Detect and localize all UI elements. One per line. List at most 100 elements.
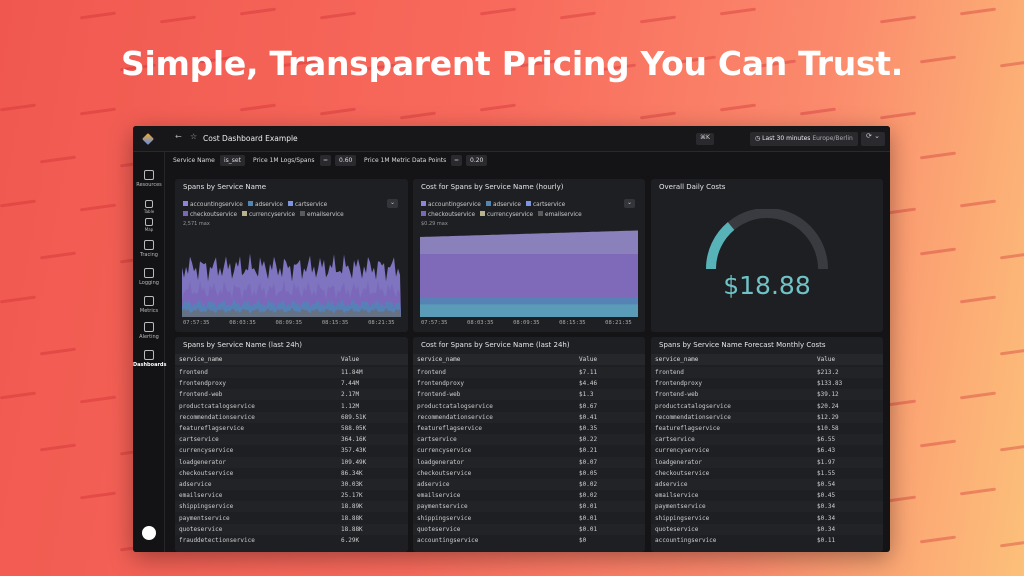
headline: Simple, Transparent Pricing You Can Trus… — [121, 44, 903, 83]
cell-service: cartservice — [655, 436, 695, 444]
cell-service: frontend — [655, 369, 684, 376]
cell-value: $39.12 — [817, 391, 839, 399]
sidebar-icon[interactable] — [144, 268, 154, 278]
command-shortcut[interactable]: ⌘K — [696, 133, 714, 145]
cell-service: frontend — [179, 369, 208, 376]
panel-title: Cost for Spans by Service Name (hourly) — [421, 183, 564, 191]
area-decoration — [420, 304, 638, 317]
dash — [319, 107, 357, 116]
legend-swatch — [242, 211, 247, 216]
legend-item: checkoutservice — [183, 211, 237, 218]
cell-value: $0.22 — [579, 436, 598, 444]
table-panel: Spans by Service Name Forecast Monthly C… — [651, 337, 883, 552]
cell-value: $0.34 — [817, 503, 836, 511]
cell-value: $0.34 — [817, 525, 836, 533]
legend-item: cartservice — [288, 201, 327, 208]
cell-value: $0.01 — [579, 525, 598, 533]
column-header: Value — [579, 356, 598, 363]
table-row: frontend $7.11 — [413, 367, 645, 378]
cell-value: 11.84M — [341, 369, 363, 376]
cell-value: $0.05 — [579, 469, 598, 477]
dash — [39, 443, 77, 452]
legend-item: currencyservice — [480, 211, 533, 218]
sidebar-icon[interactable] — [145, 200, 153, 208]
table-row: productcatalogservice $0.67 — [413, 400, 645, 412]
cell-service: frontend-web — [179, 391, 223, 399]
x-tick-label: 08:09:35 — [275, 320, 303, 326]
filter-value[interactable]: 0.20 — [466, 155, 488, 166]
sidebar-label: Metrics — [139, 308, 159, 314]
table-row: featureflagservice $10.58 — [651, 423, 883, 434]
sidebar-icon[interactable] — [144, 240, 154, 250]
cell-service: loadgenerator — [417, 458, 464, 466]
cell-value: $0.45 — [817, 492, 836, 500]
cell-service: recommendationservice — [179, 413, 255, 421]
cell-value: 18.89K — [341, 503, 363, 511]
legend-toggle[interactable]: ⌄ — [624, 199, 635, 208]
cell-service: adservice — [179, 481, 212, 488]
legend-swatch — [183, 211, 188, 216]
table-row: frontendproxy $133.83 — [651, 378, 883, 390]
x-tick-label: 08:03:35 — [229, 320, 256, 326]
x-tick-label: 08:09:35 — [513, 320, 540, 326]
dash — [159, 15, 197, 24]
cell-service: productcatalogservice — [417, 402, 493, 410]
dash — [0, 103, 37, 112]
table-row: frauddetectionservice 6.29K — [175, 535, 408, 546]
cell-service: paymentservice — [417, 503, 468, 511]
table-row: frontend-web 2.17M — [175, 389, 408, 401]
table-header: service_name Value — [175, 354, 408, 365]
sidebar-icon[interactable] — [144, 322, 154, 332]
cell-value: $12.29 — [817, 413, 839, 421]
legend-swatch — [526, 201, 531, 206]
legend-item: checkoutservice — [421, 211, 475, 218]
cell-value: $20.24 — [817, 402, 839, 410]
cell-service: accountingservice — [417, 537, 479, 544]
sidebar-label: Resources — [136, 182, 162, 188]
cell-service: featureflagservice — [179, 425, 245, 432]
cell-service: currencyservice — [417, 447, 472, 455]
gauge — [705, 209, 828, 270]
table-row: productcatalogservice 1.12M — [175, 400, 408, 412]
x-tick-label: 08:15:35 — [559, 320, 586, 326]
dash — [319, 11, 357, 20]
sidebar-icon[interactable] — [145, 218, 153, 226]
cell-value: $4.46 — [579, 380, 598, 388]
column-header: service_name — [179, 356, 223, 363]
legend-label: currencyservice — [249, 212, 296, 218]
legend-toggle[interactable]: ⌄ — [387, 199, 398, 208]
column-header: service_name — [655, 356, 699, 363]
table-row: frontend $213.2 — [651, 367, 883, 378]
x-tick-label: 08:21:35 — [605, 320, 632, 326]
cell-value: 2.17M — [341, 391, 360, 399]
timezone: Europe/Berlin — [812, 135, 853, 142]
back-button[interactable]: ← — [175, 132, 182, 141]
table-row: paymentservice $0.34 — [651, 501, 883, 513]
panel: Cost for Spans by Service Name (hourly) a… — [413, 179, 645, 332]
legend-label: checkoutservice — [190, 212, 238, 218]
filter-value[interactable]: is_set — [220, 155, 245, 166]
cell-value: $1.97 — [817, 458, 836, 466]
star-button[interactable]: ☆ — [190, 132, 198, 141]
refresh-button[interactable]: ⟳ ⌄ — [861, 132, 885, 146]
cell-service: shippingservice — [655, 514, 710, 522]
sidebar-icon[interactable] — [144, 350, 154, 360]
dash — [959, 391, 997, 400]
time-picker[interactable]: ◷ Last 30 minutes Europe/Berlin — [750, 132, 858, 146]
dash — [999, 251, 1024, 260]
sidebar-icon[interactable] — [144, 170, 154, 180]
dash — [959, 199, 997, 208]
filter-value[interactable]: 0.60 — [335, 155, 357, 166]
table-header: service_name Value — [413, 354, 645, 365]
cell-service: shippingservice — [179, 503, 234, 511]
cell-service: recommendationservice — [417, 413, 493, 421]
cell-value: $0.01 — [579, 503, 598, 511]
dash — [999, 443, 1024, 452]
legend-label: cartservice — [533, 202, 566, 208]
legend-swatch — [480, 211, 485, 216]
x-tick-label: 07:57:35 — [183, 320, 210, 326]
user-avatar[interactable] — [142, 526, 156, 540]
sidebar-icon[interactable] — [144, 296, 154, 306]
table-row: loadgenerator $0.07 — [413, 456, 645, 468]
table-row: recommendationservice 689.51K — [175, 411, 408, 423]
